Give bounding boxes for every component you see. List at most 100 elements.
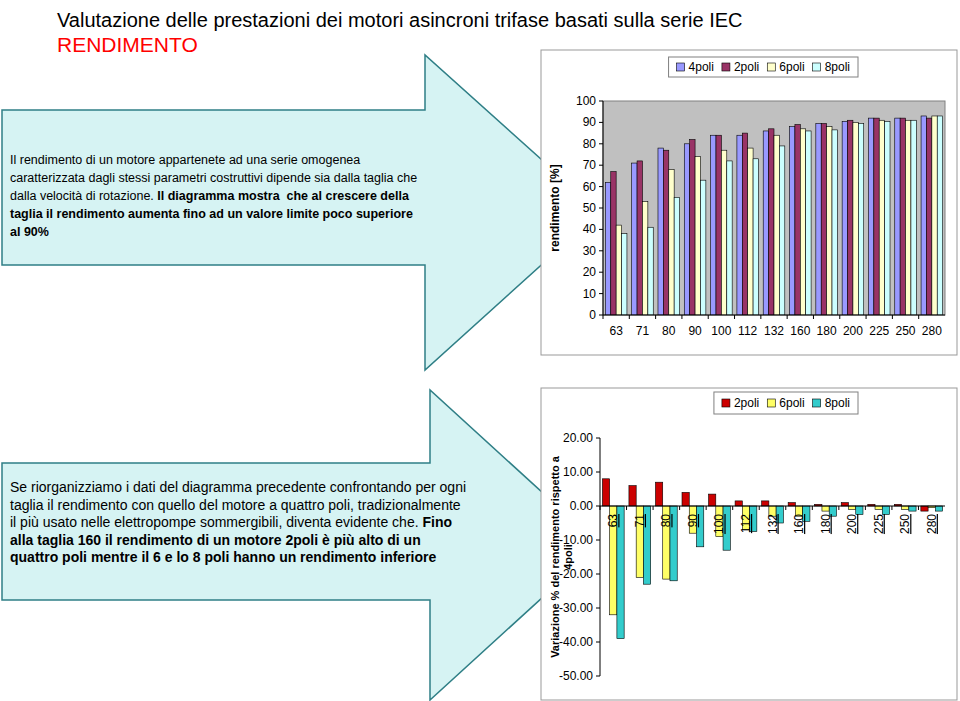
x-tick — [812, 506, 813, 510]
x-tick-label: 280 — [922, 324, 942, 338]
x-tick — [918, 506, 919, 510]
bar — [669, 169, 674, 315]
legend-box — [669, 57, 858, 77]
x-tick-label: 200 — [843, 324, 863, 338]
legend-label: 4poli — [689, 60, 714, 74]
y-tick-label: 30 — [583, 244, 597, 258]
x-tick-label: 225 — [869, 324, 889, 338]
bar — [674, 197, 679, 315]
x-tick-label: 160 — [792, 514, 806, 534]
legend: 2poli6poli8poli — [714, 392, 858, 414]
y-tick-label: 0.00 — [570, 499, 594, 513]
y-tick — [596, 540, 600, 541]
x-tick — [653, 506, 654, 510]
y-tick-label: -40.00 — [559, 635, 593, 649]
x-tick-label: 63 — [609, 324, 623, 338]
bar — [848, 120, 853, 315]
bar — [790, 127, 795, 315]
chart-box — [541, 50, 957, 355]
y-tick — [596, 438, 600, 439]
text-run: al 90% — [10, 225, 49, 239]
x-tick-label: 63 — [606, 514, 620, 528]
y-tick-label: -30.00 — [559, 601, 593, 615]
bar — [935, 506, 942, 511]
bar — [821, 123, 826, 315]
x-tick — [787, 315, 788, 319]
y-axis-label: rendimento [%] — [548, 164, 562, 251]
bar — [762, 501, 769, 506]
bar — [605, 182, 610, 315]
x-tick — [866, 315, 867, 319]
x-tick-label: 160 — [790, 324, 810, 338]
x-axis — [600, 506, 945, 507]
text-run: Il rendimento di un motore appartenete a… — [10, 153, 360, 167]
y-tick-label: 10.00 — [563, 465, 593, 479]
y-tick-label: 90 — [583, 115, 597, 129]
bar — [711, 135, 716, 315]
bar — [842, 121, 847, 315]
bar — [682, 492, 689, 506]
bar — [763, 131, 768, 315]
bar — [932, 116, 937, 315]
bar — [900, 118, 905, 315]
bar — [921, 506, 928, 511]
legend: 4poli2poli6poli8poli — [669, 57, 858, 77]
y-tick — [599, 293, 603, 294]
x-tick — [603, 315, 604, 319]
text-run: taglia il rendimento aumenta fino ad un … — [10, 207, 413, 221]
x-tick-label: 132 — [766, 514, 780, 534]
x-tick — [732, 506, 733, 510]
paragraph-line: caratterizzata dagli stessi parametri co… — [10, 171, 417, 185]
bar — [841, 503, 848, 506]
legend-swatch — [767, 399, 775, 407]
x-tick-label: 132 — [764, 324, 784, 338]
y-tick-label: 50 — [583, 201, 597, 215]
y-tick — [596, 574, 600, 575]
x-tick-label: 250 — [898, 514, 912, 534]
legend-label: 2poli — [734, 60, 759, 74]
y-tick — [596, 472, 600, 473]
text-run: Fino — [422, 514, 452, 530]
legend-swatch — [813, 63, 821, 71]
bar — [868, 118, 873, 315]
x-tick — [785, 506, 786, 510]
x-tick — [629, 315, 630, 319]
paragraph-line: al 90% — [10, 225, 49, 239]
y-tick — [599, 272, 603, 273]
bar — [879, 120, 884, 315]
y-axis-label-line: 4poli — [562, 544, 574, 570]
text-run: dalla velocità di rotazione. — [10, 189, 157, 203]
bar — [616, 225, 621, 315]
x-tick-label: 80 — [662, 324, 676, 338]
legend-swatch — [767, 63, 775, 71]
y-tick — [599, 165, 603, 166]
bar — [875, 506, 882, 509]
paragraph-line: dalla velocità di rotazione. Il diagramm… — [10, 189, 410, 203]
text-run: Se riorganizziamo i dati del diagramma p… — [10, 479, 466, 495]
bar — [655, 482, 662, 506]
y-tick — [599, 122, 603, 123]
legend-label: 8poli — [825, 396, 850, 410]
y-axis — [600, 438, 601, 676]
bar — [748, 148, 753, 315]
bar — [874, 118, 879, 315]
bar — [700, 180, 705, 315]
bars — [602, 479, 942, 639]
y-tick-label: -50.00 — [559, 669, 593, 683]
bar — [858, 123, 863, 315]
x-tick-label: 180 — [817, 324, 837, 338]
arrow — [2, 390, 600, 700]
legend-swatch — [722, 399, 730, 407]
x-tick — [626, 506, 627, 510]
text-run: alla taglia 160 il rendimento di un moto… — [10, 532, 421, 548]
x-tick-label: 112 — [739, 514, 753, 533]
subtitle: RENDIMENTO — [57, 33, 198, 56]
legend-label: 6poli — [779, 60, 804, 74]
y-tick-label: 20.00 — [563, 431, 593, 445]
bar — [909, 506, 916, 511]
bar — [853, 122, 858, 315]
y-tick — [596, 608, 600, 609]
bar — [648, 227, 653, 315]
bar — [921, 116, 926, 315]
x-tick — [892, 315, 893, 319]
